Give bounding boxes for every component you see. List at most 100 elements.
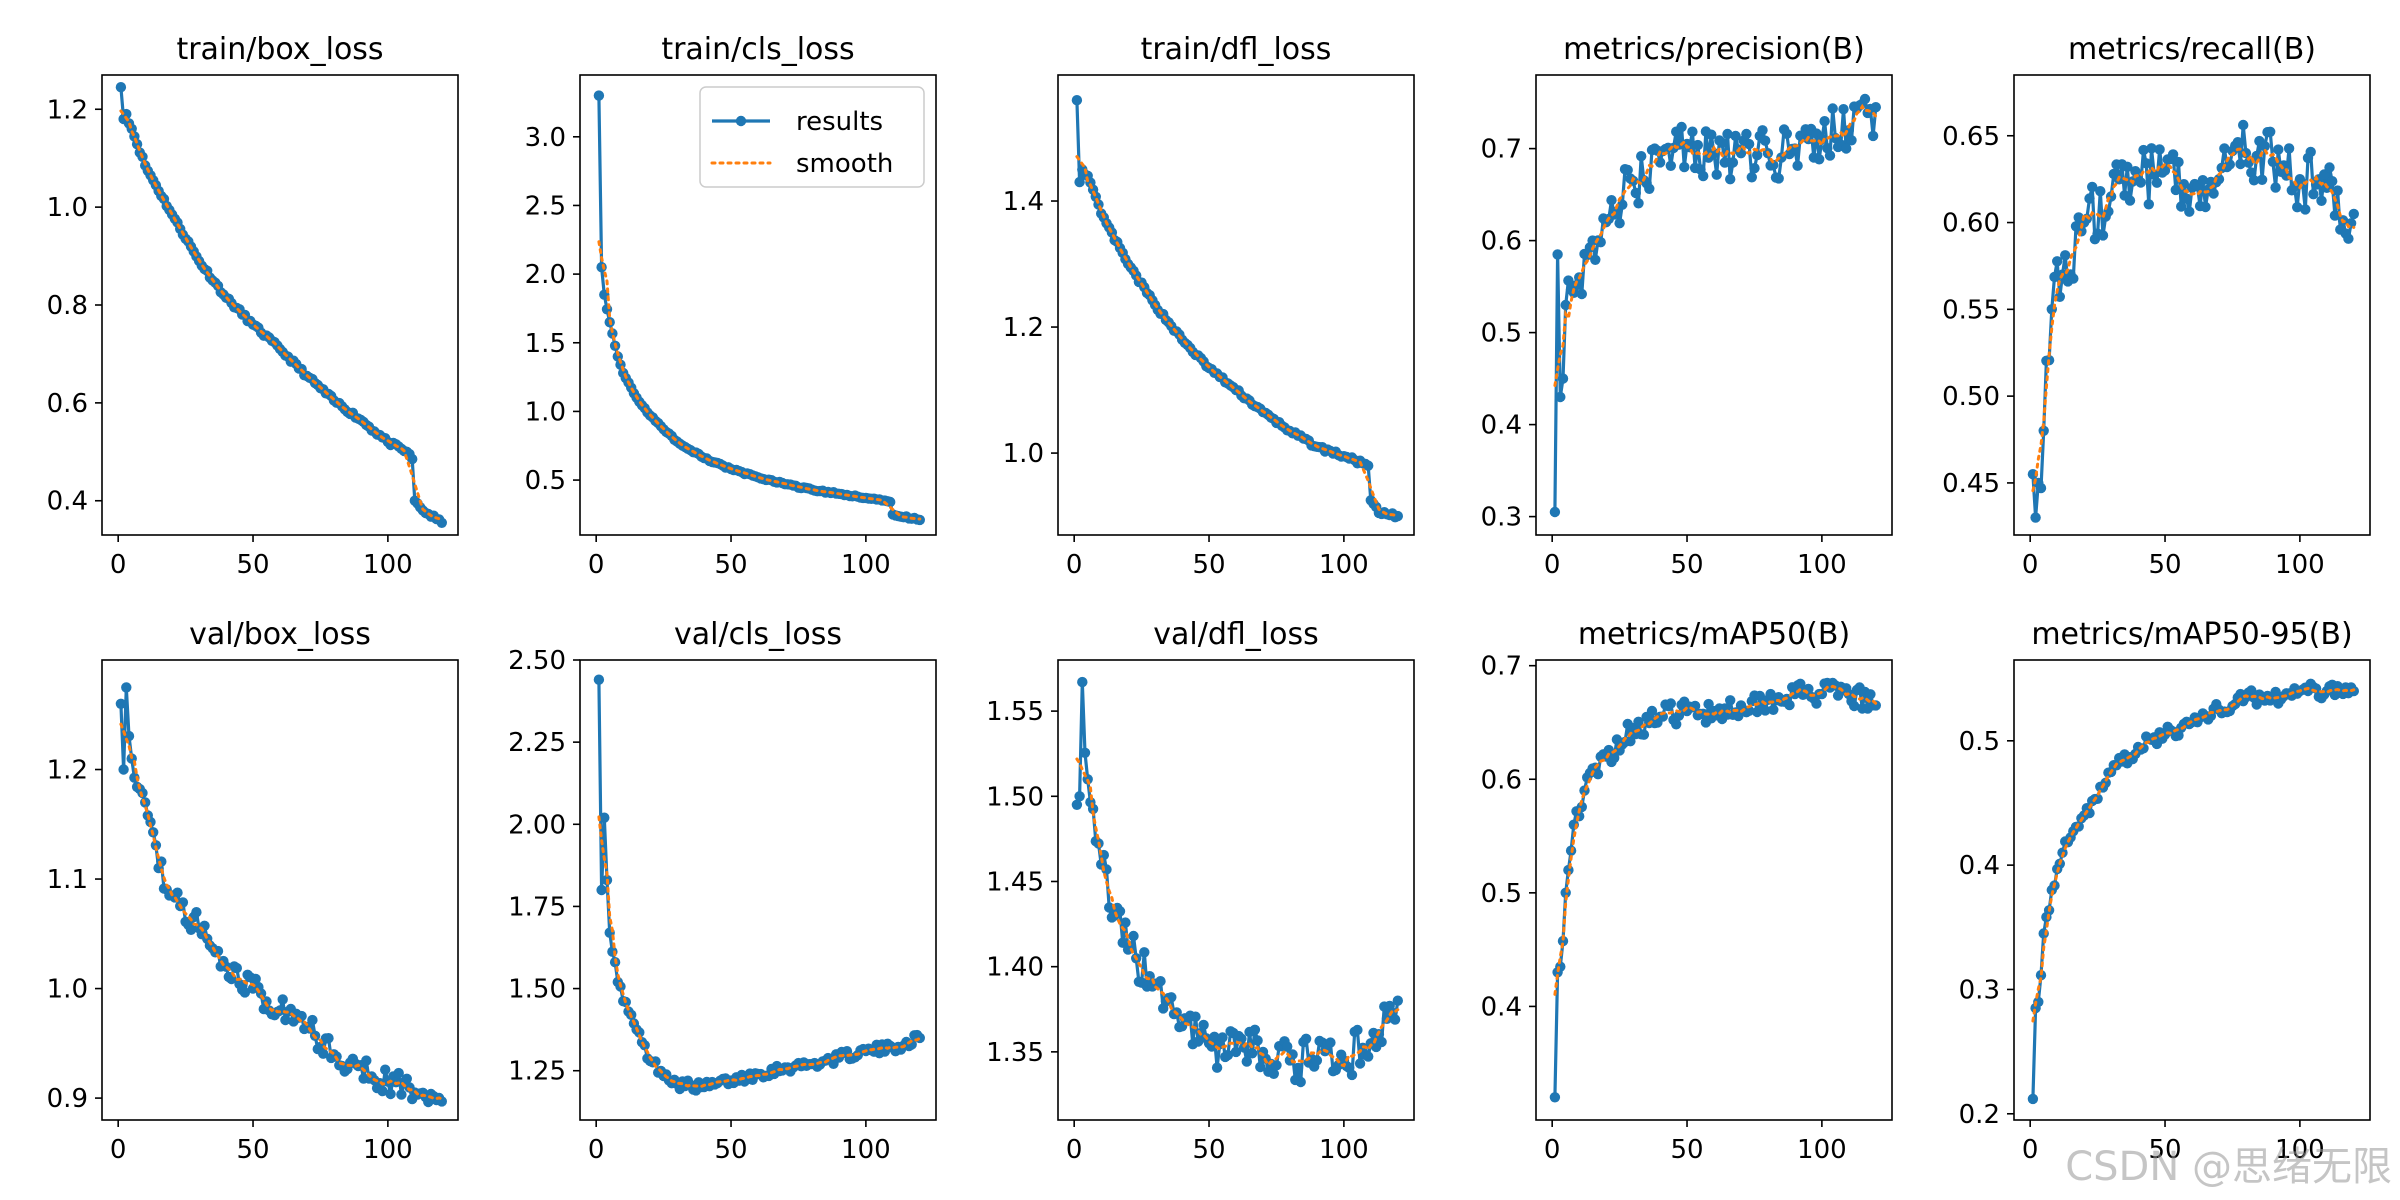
results-point	[1687, 126, 1698, 137]
y-tick-label: 0.9	[47, 1084, 88, 1114]
results-point	[1190, 1011, 1201, 1022]
y-tick-label: 2.0	[525, 260, 566, 290]
results-point	[1849, 700, 1860, 712]
y-tick-label: 1.50	[986, 782, 1044, 812]
x-tick-label: 50	[236, 550, 269, 580]
results-point	[1087, 803, 1099, 815]
results-point	[1392, 995, 1404, 1006]
results-point	[1636, 151, 1647, 162]
y-tick-label: 1.35	[986, 1038, 1044, 1068]
results-point	[1711, 169, 1722, 180]
axes-frame	[1057, 74, 1415, 536]
results-point	[2130, 166, 2141, 177]
results-point	[2146, 143, 2157, 154]
results-point	[2248, 175, 2260, 186]
x-tick-label: 0	[1544, 550, 1561, 580]
x-tick-label: 100	[1797, 550, 1847, 580]
results-point	[1252, 1035, 1263, 1046]
results-point	[2095, 186, 2106, 197]
axes-frame	[2013, 659, 2371, 1121]
results-point	[1104, 902, 1115, 913]
x-tick-label: 100	[1797, 1135, 1847, 1165]
results-point	[385, 1088, 396, 1100]
results-point	[2084, 193, 2095, 204]
y-tick-label: 0.50	[1942, 382, 2000, 412]
results-point	[1071, 799, 1083, 810]
results-point	[2283, 143, 2295, 154]
legend-smooth-label: smooth	[796, 149, 893, 179]
results-point	[1644, 183, 1655, 194]
x-tick-label: 50	[1670, 550, 1703, 580]
results-point	[1824, 150, 1836, 161]
results-point	[1209, 1031, 1220, 1043]
y-tick-label: 1.2	[47, 95, 88, 125]
results-point	[280, 1014, 291, 1026]
subplot-metrics-map50-b-: metrics/mAP50(B) 0 50 100 0.4 0.5 0.6 0.7	[1481, 617, 1893, 1165]
subplot-title: metrics/mAP50-95(B)	[2031, 617, 2352, 652]
results-point	[2327, 176, 2338, 187]
y-tick-label: 0.55	[1942, 295, 2000, 325]
results-point	[1282, 1041, 1293, 1052]
results-point	[1768, 704, 1779, 715]
results-point	[1155, 976, 1166, 987]
results-point	[1676, 121, 1687, 133]
y-tick-label: 0.5	[525, 466, 566, 496]
results-point	[1811, 698, 1822, 709]
subplot-val-dfl-loss: val/dfl_loss 0 50 100 1.35 1.40 1.45 1.50 1.55	[986, 617, 1415, 1165]
x-tick-label: 100	[2275, 1135, 2325, 1165]
axes-frame	[101, 74, 459, 536]
results-point	[2151, 177, 2163, 188]
results-point	[1749, 163, 1760, 174]
results-point	[191, 907, 202, 918]
results-point	[1074, 176, 1085, 188]
results-point	[1552, 249, 1563, 260]
y-tick-label: 1.0	[47, 193, 88, 223]
results-point	[2176, 201, 2187, 212]
y-tick-label: 1.1	[47, 865, 88, 895]
results-point	[1725, 174, 1736, 185]
results-point	[1665, 698, 1677, 709]
results-point	[239, 987, 251, 998]
results-point	[596, 262, 607, 273]
results-point	[172, 887, 183, 898]
results-point	[2329, 210, 2341, 221]
y-tick-label: 2.50	[508, 646, 566, 676]
results-point	[2251, 699, 2262, 710]
smooth-line	[1553, 103, 1878, 387]
subplot-metrics-recall-b-: metrics/recall(B) 0 50 100 0.45 0.50 0.55 0.60 0…	[1942, 32, 2371, 580]
results-point	[2060, 250, 2071, 261]
smooth-line	[1075, 757, 1400, 1068]
subplot-title: metrics/precision(B)	[1563, 32, 1865, 67]
results-point	[2173, 156, 2184, 168]
results-point	[1722, 128, 1733, 140]
results-point	[1617, 199, 1628, 210]
subplot-title: metrics/recall(B)	[2068, 32, 2316, 67]
y-tick-label: 0.4	[47, 487, 88, 517]
results-point	[1622, 164, 1633, 176]
results-point	[1784, 699, 1795, 711]
subplot-title: val/box_loss	[189, 617, 371, 652]
results-point	[1781, 128, 1793, 139]
x-tick-label: 100	[1319, 1135, 1369, 1165]
results-point	[1295, 1076, 1306, 1088]
results-point	[2122, 161, 2133, 172]
results-point	[1752, 706, 1763, 718]
results-point	[1706, 129, 1717, 140]
subplot-val-box-loss: val/box_loss 0 50 100 0.9 1.0 1.1 1.2	[47, 617, 459, 1165]
results-point	[2141, 158, 2152, 169]
results-point	[1255, 1061, 1266, 1073]
y-tick-label: 1.4	[1003, 187, 1044, 217]
results-point	[1292, 1062, 1304, 1074]
y-tick-label: 2.5	[525, 191, 566, 221]
results-point	[1249, 1024, 1261, 1036]
results-point	[1633, 716, 1644, 727]
results-point	[1557, 935, 1569, 947]
results-point	[1325, 1037, 1336, 1048]
x-tick-label: 50	[2148, 1135, 2181, 1165]
results-point	[2135, 177, 2146, 188]
subplot-title: metrics/mAP50(B)	[1578, 617, 1850, 652]
results-point	[596, 884, 607, 896]
results-point	[2270, 686, 2281, 698]
results-point	[1592, 769, 1604, 780]
results-point	[1673, 710, 1685, 721]
